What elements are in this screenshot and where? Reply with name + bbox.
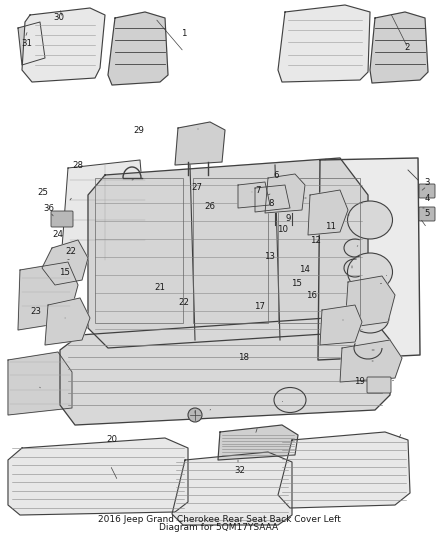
Text: 23: 23 <box>30 308 42 316</box>
Text: 4: 4 <box>424 194 430 203</box>
Polygon shape <box>370 12 428 83</box>
Polygon shape <box>265 174 305 213</box>
Text: 22: 22 <box>65 247 77 256</box>
Text: 29: 29 <box>134 126 145 135</box>
FancyBboxPatch shape <box>367 377 391 393</box>
Text: 17: 17 <box>254 302 265 311</box>
Text: 27: 27 <box>191 183 203 192</box>
Text: 12: 12 <box>310 237 321 245</box>
FancyBboxPatch shape <box>419 207 435 221</box>
Polygon shape <box>278 5 370 82</box>
Text: 31: 31 <box>21 39 33 48</box>
Polygon shape <box>345 276 395 328</box>
Text: 6: 6 <box>273 172 279 180</box>
Ellipse shape <box>347 201 392 239</box>
Text: 9: 9 <box>286 214 291 223</box>
Polygon shape <box>320 305 362 345</box>
FancyBboxPatch shape <box>51 211 73 227</box>
Text: 26: 26 <box>204 203 215 211</box>
Polygon shape <box>175 122 225 165</box>
Text: 15: 15 <box>291 279 303 288</box>
Polygon shape <box>62 160 148 262</box>
Text: 10: 10 <box>277 225 288 233</box>
Polygon shape <box>45 298 90 345</box>
Text: 11: 11 <box>325 222 336 231</box>
Text: 7: 7 <box>256 186 261 195</box>
Polygon shape <box>238 182 270 208</box>
Text: 2: 2 <box>405 44 410 52</box>
Text: 16: 16 <box>306 292 318 300</box>
Text: 2016 Jeep Grand Cherokee Rear Seat Back Cover Left: 2016 Jeep Grand Cherokee Rear Seat Back … <box>98 515 340 524</box>
Text: 3: 3 <box>424 178 430 187</box>
Polygon shape <box>108 12 168 85</box>
Polygon shape <box>18 262 78 330</box>
Polygon shape <box>308 190 348 235</box>
Text: 13: 13 <box>264 253 275 261</box>
Text: 21: 21 <box>154 284 166 292</box>
Ellipse shape <box>351 303 389 333</box>
Polygon shape <box>22 8 105 82</box>
Text: 14: 14 <box>299 265 310 273</box>
FancyBboxPatch shape <box>419 184 435 198</box>
Text: 5: 5 <box>424 209 430 217</box>
Polygon shape <box>60 315 390 425</box>
Text: 20: 20 <box>106 435 117 444</box>
Text: 1: 1 <box>181 29 187 37</box>
Text: 24: 24 <box>52 230 64 239</box>
Ellipse shape <box>347 253 392 291</box>
Polygon shape <box>8 352 72 415</box>
Polygon shape <box>255 185 290 212</box>
Text: 15: 15 <box>59 269 71 277</box>
Polygon shape <box>318 158 420 360</box>
Text: 8: 8 <box>269 199 274 208</box>
Text: Diagram for 5QM17YSAAA: Diagram for 5QM17YSAAA <box>159 523 279 532</box>
Polygon shape <box>278 432 410 508</box>
Text: 28: 28 <box>72 161 84 169</box>
Circle shape <box>188 408 202 422</box>
Polygon shape <box>42 240 88 285</box>
Text: 30: 30 <box>53 13 65 21</box>
Text: 18: 18 <box>237 353 249 361</box>
Polygon shape <box>18 22 45 65</box>
Polygon shape <box>218 425 298 460</box>
Polygon shape <box>88 158 368 348</box>
Text: 19: 19 <box>354 377 364 385</box>
Text: 25: 25 <box>37 189 49 197</box>
Polygon shape <box>172 452 292 525</box>
Polygon shape <box>340 340 402 382</box>
Text: 22: 22 <box>178 298 190 307</box>
Polygon shape <box>8 438 188 515</box>
Text: 32: 32 <box>234 466 246 474</box>
Text: 36: 36 <box>43 205 55 213</box>
